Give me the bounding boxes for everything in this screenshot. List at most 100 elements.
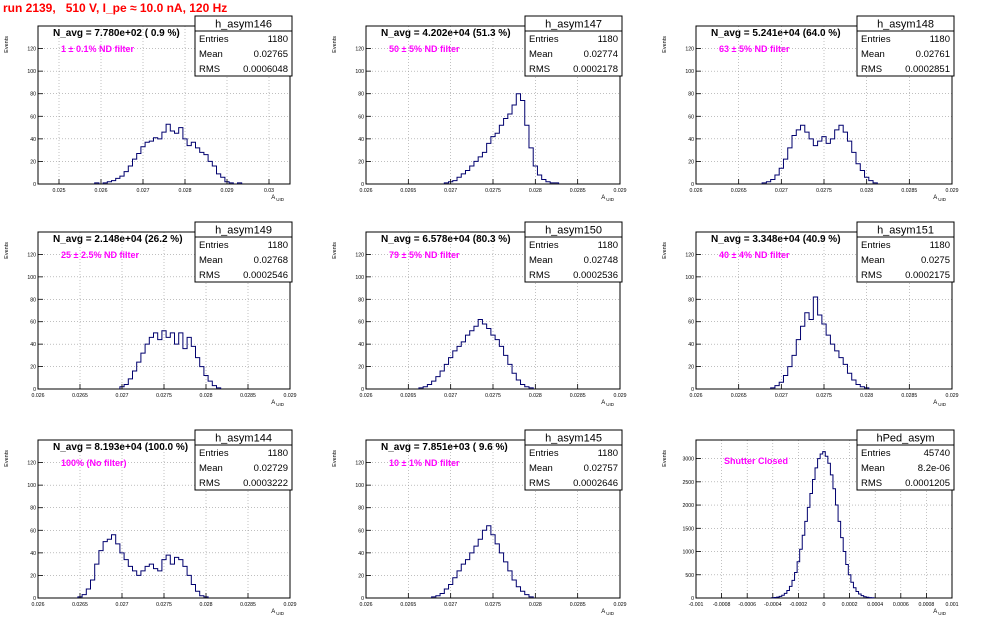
- x-tick-label: 0.027: [444, 393, 457, 399]
- y-tick-label: 0: [361, 182, 364, 188]
- x-tick-label: 0.029: [284, 602, 297, 608]
- y-tick-label: 100: [355, 483, 364, 489]
- stat-value: 0.0002175: [905, 270, 950, 281]
- x-tick-label: -0.0004: [764, 602, 782, 608]
- stat-label: Entries: [861, 34, 891, 45]
- y-tick-label: 500: [685, 573, 694, 579]
- x-tick-label: 0.0265: [400, 188, 416, 194]
- y-tick-label: 60: [688, 320, 694, 326]
- stat-value: 0.02761: [916, 49, 950, 60]
- stats-box-frame: [194, 221, 293, 283]
- x-tick-label: 0.0285: [570, 393, 586, 399]
- stat-label: RMS: [199, 270, 220, 281]
- x-tick-label: 0.028: [179, 188, 192, 194]
- y-tick-label: 120: [355, 461, 364, 467]
- y-tick-label: 20: [30, 159, 36, 165]
- stats-box: h_asym148 Entries 1180 Mean 0.02761 RMS 0.0002…: [856, 15, 955, 77]
- histogram-svg: 0.026 0.0265 0.027 0.0275 0.028 0.0285 0.029 0 2…: [662, 221, 959, 407]
- stat-value: 0.02774: [584, 49, 618, 60]
- stat-label: Entries: [529, 448, 559, 459]
- y-tick-label: 2500: [682, 480, 694, 486]
- x-tick-label: 0.0275: [485, 188, 501, 194]
- axes: 0.026 0.0265 0.027 0.0275 0.028 0.0285 0.029 0 2…: [4, 450, 297, 616]
- histogram-panel-hPed_asym: -0.001 -0.0008 -0.0006 -0.0004 -0.0002 0 0.000…: [662, 429, 959, 616]
- x-tick-label: 0.0265: [400, 393, 416, 399]
- y-tick-label: 40: [358, 551, 364, 557]
- y-tick-label: 0: [691, 596, 694, 602]
- x-tick-label: 0.026: [360, 393, 373, 399]
- histogram-bars: [94, 123, 243, 184]
- y-tick-label: 60: [358, 114, 364, 120]
- stat-value: 0.0002851: [905, 64, 950, 75]
- y-tick-label: 80: [358, 297, 364, 303]
- x-tick-label: 0.029: [614, 602, 627, 608]
- stat-label: RMS: [861, 478, 882, 489]
- stats-box: h_asym147 Entries 1180 Mean 0.02774 RMS 0.0002…: [524, 15, 623, 77]
- stat-value: 0.0002536: [573, 270, 618, 281]
- stat-label: RMS: [529, 270, 550, 281]
- y-tick-label: 80: [30, 506, 36, 512]
- y-tick-label: 120: [685, 252, 694, 258]
- stats-box-frame: [194, 15, 293, 77]
- histogram-svg: 0.026 0.0265 0.027 0.0275 0.028 0.0285 0.029 0 2…: [4, 221, 297, 407]
- y-tick-label: 60: [358, 528, 364, 534]
- stat-value: 1180: [598, 34, 618, 45]
- histogram-name: h_asym150: [545, 225, 602, 237]
- navg-annotation: N_avg = 4.202e+04 (51.3 %): [381, 28, 511, 39]
- stat-label: Mean: [199, 49, 223, 60]
- y-tick-label: 100: [27, 483, 36, 489]
- stats-box-frame: [194, 429, 293, 491]
- x-tick-label: 0.027: [444, 188, 457, 194]
- x-tick-label: 0.029: [946, 188, 959, 194]
- y-tick-label: 120: [685, 47, 694, 53]
- y-axis-label: Events: [4, 450, 10, 467]
- x-tick-label: 0.0002: [842, 602, 858, 608]
- stats-box: h_asym151 Entries 1180 Mean 0.0275 RMS 0.00021…: [856, 221, 955, 283]
- histogram-svg: 0.026 0.0265 0.027 0.0275 0.028 0.0285 0.029 0 2…: [662, 15, 959, 202]
- x-tick-label: 0.029: [221, 188, 234, 194]
- histogram-name: h_asym147: [545, 19, 602, 31]
- x-tick-label: 0.0275: [156, 393, 172, 399]
- x-tick-label: 0.027: [775, 393, 788, 399]
- histogram-bars: [77, 534, 209, 598]
- histogram-name: h_asym144: [215, 433, 272, 445]
- y-tick-label: 20: [688, 159, 694, 165]
- x-axis-label: AUID: [601, 609, 615, 616]
- axes: 0.026 0.0265 0.027 0.0275 0.028 0.0285 0.029 0 2…: [332, 450, 627, 616]
- x-tick-label: 0.029: [614, 188, 627, 194]
- x-tick-label: 0.0275: [816, 393, 832, 399]
- histogram-panel-h_asym145: 0.026 0.0265 0.027 0.0275 0.028 0.0285 0.029 0 2…: [332, 429, 627, 616]
- y-axis-label: Events: [662, 450, 668, 467]
- y-axis-label: Events: [4, 36, 10, 53]
- x-tick-label: 0.0285: [570, 188, 586, 194]
- y-tick-label: 80: [358, 506, 364, 512]
- histogram-bars: [119, 330, 222, 389]
- histogram-name: h_asym146: [215, 19, 272, 31]
- x-tick-label: 0.027: [116, 602, 129, 608]
- stat-label: RMS: [199, 478, 220, 489]
- x-tick-label: 0.029: [614, 393, 627, 399]
- x-tick-label: 0.026: [32, 602, 45, 608]
- y-tick-label: 40: [358, 137, 364, 143]
- filter-annotation: 1 ± 0.1% ND filter: [61, 44, 134, 54]
- stat-value: 45740: [924, 448, 950, 459]
- histogram-panel-h_asym149: 0.026 0.0265 0.027 0.0275 0.028 0.0285 0.029 0 2…: [4, 221, 297, 407]
- filter-annotation: 25 ± 2.5% ND filter: [61, 250, 139, 260]
- x-tick-label: 0.0285: [240, 393, 256, 399]
- histogram-bars: [771, 451, 875, 599]
- stats-box-frame: [856, 15, 955, 77]
- stat-value: 1180: [598, 448, 618, 459]
- stat-value: 0.02748: [584, 255, 618, 266]
- axes: 0.026 0.0265 0.027 0.0275 0.028 0.0285 0.029 0 2…: [662, 242, 959, 407]
- stats-box: h_asym149 Entries 1180 Mean 0.02768 RMS 0.0002…: [194, 221, 293, 283]
- x-axis-label: AUID: [933, 195, 947, 202]
- x-tick-label: 0.026: [360, 602, 373, 608]
- navg-annotation: N_avg = 7.851e+03 ( 9.6 %): [381, 442, 508, 453]
- x-tick-label: 0.0285: [901, 393, 917, 399]
- x-tick-label: 0.0004: [867, 602, 883, 608]
- histogram-name: h_asym149: [215, 225, 272, 237]
- stat-value: 0.0002178: [573, 64, 618, 75]
- x-tick-label: 0.026: [690, 393, 703, 399]
- x-tick-label: 0.029: [946, 393, 959, 399]
